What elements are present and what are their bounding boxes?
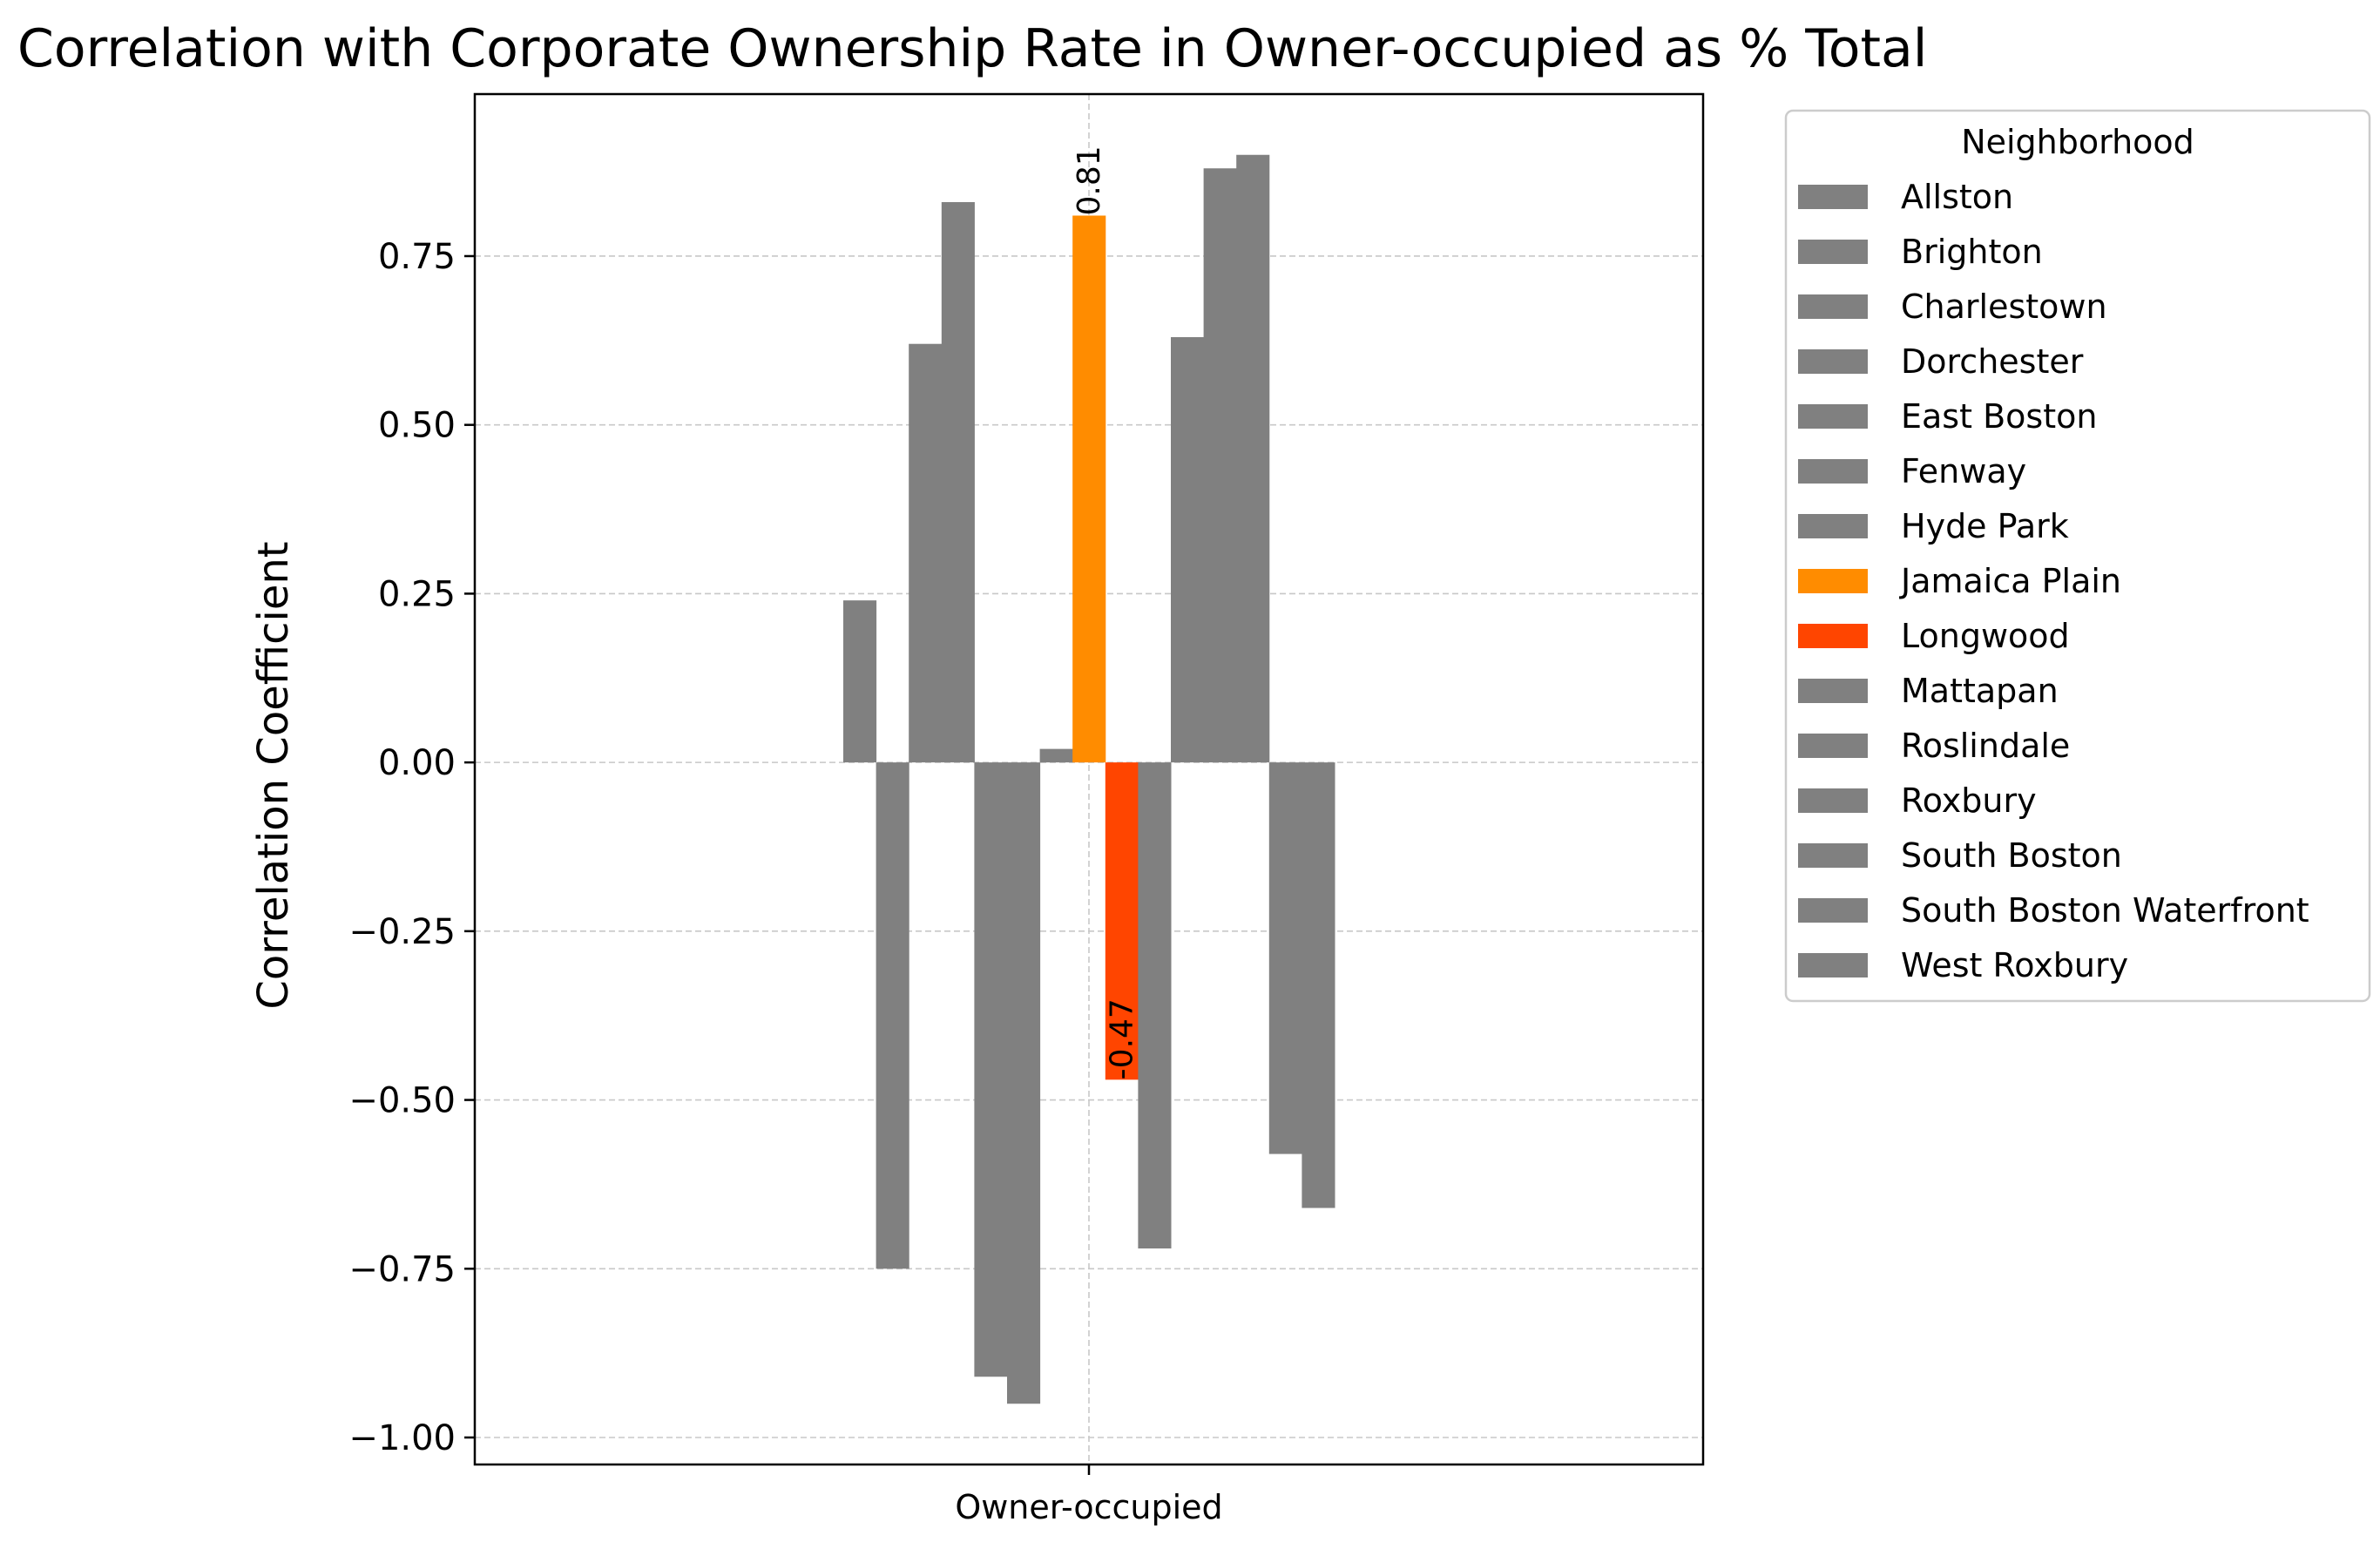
legend-label: Brighton [1901, 233, 2043, 271]
bar-fenway [1007, 762, 1041, 1404]
legend-label: Allston [1901, 178, 2013, 216]
legend-swatch [1798, 898, 1868, 923]
y-tick-label: −0.75 [348, 1249, 456, 1289]
legend-label: Jamaica Plain [1899, 562, 2121, 600]
y-tick-label: −1.00 [348, 1418, 456, 1458]
bar-south-boston [1236, 154, 1270, 763]
legend-swatch [1798, 788, 1868, 813]
bar-roxbury [1203, 168, 1237, 763]
bar-value-labels: 0.81 -0.47 [1072, 145, 1140, 1079]
legend-swatch [1798, 514, 1868, 538]
legend-title: Neighborhood [1961, 123, 2194, 161]
legend-swatch [1798, 349, 1868, 374]
legend-swatch [1798, 843, 1868, 868]
legend-items: Allston Brighton Charlestown Dorchester East… [1798, 178, 2309, 984]
bar-jamaica-plain [1072, 215, 1106, 763]
legend-swatch [1798, 624, 1868, 648]
legend: Neighborhood Allston Brighton Charlestown D… [1784, 109, 2371, 1003]
bars [843, 154, 1335, 1404]
y-tick-label: 0.00 [378, 743, 456, 783]
legend-swatch [1798, 679, 1868, 703]
y-tick-label: 0.75 [378, 237, 456, 277]
y-tick-label: 0.25 [378, 574, 456, 614]
legend-label: South Boston Waterfront [1901, 891, 2309, 930]
bar-hyde-park [1039, 748, 1073, 763]
legend-label: Mattapan [1901, 672, 2059, 710]
legend-frame [1784, 109, 2371, 1003]
bar-east-boston [974, 762, 1008, 1377]
bar-west-roxbury [1302, 762, 1335, 1208]
x-axis-ticks: Owner-occupied [955, 1464, 1223, 1526]
chart-title: Correlation with Corporate Ownership Rat… [17, 18, 1927, 79]
y-tick-label: −0.25 [348, 912, 456, 952]
legend-swatch [1798, 953, 1868, 977]
bar-charlestown [909, 343, 943, 763]
bar-mattapan [1138, 762, 1172, 1249]
legend-label: East Boston [1901, 397, 2097, 436]
legend-swatch [1798, 569, 1868, 593]
y-axis-label: Correlation Coefficient [249, 541, 298, 1009]
bar-dorchester [941, 201, 975, 763]
legend-label: Fenway [1901, 452, 2026, 490]
legend-label: Longwood [1901, 617, 2070, 655]
legend-swatch [1798, 240, 1868, 264]
bar-value-label: -0.47 [1105, 998, 1140, 1079]
legend-swatch [1798, 185, 1868, 209]
legend-label: Roslindale [1901, 727, 2070, 765]
legend-swatch [1798, 734, 1868, 758]
legend-label: Roxbury [1901, 781, 2037, 820]
x-tick-label: Owner-occupied [955, 1488, 1222, 1526]
y-axis-ticks: −1.00 −0.75 −0.50 −0.25 0.00 0.25 0.50 0.75 [348, 237, 475, 1458]
legend-label: Hyde Park [1901, 507, 2069, 545]
legend-label: Charlestown [1901, 287, 2107, 326]
bar-allston [843, 600, 877, 763]
y-tick-label: −0.50 [348, 1081, 456, 1121]
legend-swatch [1798, 404, 1868, 429]
legend-label: Dorchester [1901, 342, 2084, 381]
bar-roslindale [1171, 336, 1205, 763]
bar-brighton [876, 762, 909, 1269]
bar-value-label: 0.81 [1072, 145, 1107, 215]
y-tick-label: 0.50 [378, 406, 456, 446]
legend-swatch [1798, 294, 1868, 319]
legend-swatch [1798, 459, 1868, 484]
bar-longwood [1105, 762, 1139, 1080]
bar-south-boston-waterfront [1268, 762, 1302, 1154]
legend-label: South Boston [1901, 836, 2122, 875]
legend-label: West Roxbury [1901, 946, 2128, 984]
